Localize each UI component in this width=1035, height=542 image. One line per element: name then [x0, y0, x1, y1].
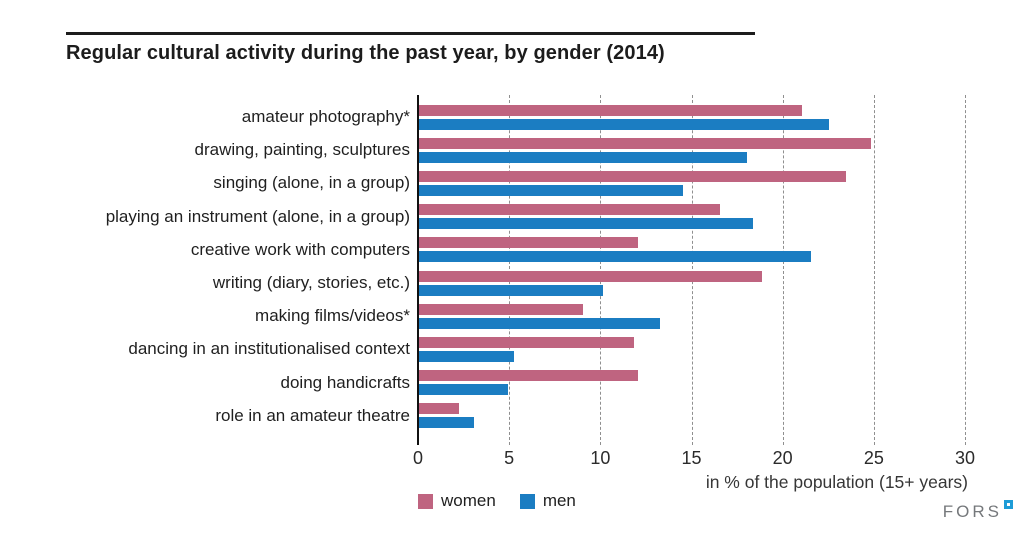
- bar-men: [419, 151, 748, 163]
- bar-women: [419, 403, 460, 415]
- bar-women: [419, 336, 635, 348]
- bar-women: [419, 137, 872, 149]
- category-label: amateur photography*: [241, 106, 410, 126]
- category-labels: amateur photography* drawing, painting, s…: [55, 0, 410, 542]
- x-tick-label-20: 20: [772, 448, 793, 468]
- x-axis-label: in % of the population (15+ years): [705, 472, 968, 492]
- bar-women: [419, 170, 846, 182]
- legend-swatch-women: [418, 493, 433, 509]
- category-label: playing an instrument (alone, in a group…: [105, 206, 410, 226]
- x-axis-ticks: 0 5 10 15 20 25 30: [0, 448, 1035, 470]
- gridline-30: [965, 95, 966, 445]
- category-label: writing (diary, stories, etc.): [212, 272, 410, 292]
- bar-women: [419, 204, 720, 216]
- gridline-15: [691, 95, 693, 445]
- x-tick-label-25: 25: [863, 448, 884, 468]
- bar-men: [419, 251, 812, 263]
- bar-women: [419, 303, 584, 315]
- bar-women: [419, 370, 638, 382]
- title-rule: [66, 32, 755, 35]
- bar-men: [419, 118, 830, 130]
- bar-women: [419, 104, 802, 116]
- bar-women: [419, 270, 762, 282]
- bar-men: [419, 384, 509, 396]
- gridline-25: [873, 95, 875, 445]
- legend-swatch-men: [519, 493, 535, 509]
- category-label: singing (alone, in a group): [213, 173, 410, 193]
- bar-men: [419, 184, 684, 196]
- bar-women: [419, 237, 638, 249]
- x-tick-label-15: 15: [681, 448, 702, 468]
- category-label: creative work with computers: [190, 239, 410, 259]
- legend-label-men: men: [542, 491, 576, 510]
- x-tick-label-0: 0: [412, 448, 424, 468]
- category-label: drawing, painting, sculptures: [194, 140, 410, 160]
- x-tick-label-5: 5: [504, 448, 515, 468]
- bar-men: [419, 417, 474, 429]
- category-label: doing handicrafts: [280, 372, 410, 392]
- legend: women men: [418, 491, 576, 511]
- y-axis-line: [417, 95, 419, 445]
- gridline-10: [600, 95, 602, 445]
- category-label: role in an amateur theatre: [215, 405, 410, 425]
- bar-men: [419, 317, 660, 329]
- gridline-20: [782, 95, 784, 445]
- fors-logo-mark: [1004, 500, 1013, 509]
- fors-logo: FORS: [942, 500, 1013, 521]
- legend-label-women: women: [441, 491, 496, 510]
- category-label: making films/videos*: [255, 306, 410, 326]
- gridline-5: [509, 95, 511, 445]
- plot-area: [419, 95, 989, 445]
- fors-logo-text: FORS: [942, 502, 1002, 521]
- bar-men: [419, 284, 604, 296]
- x-tick-label-30: 30: [954, 448, 976, 468]
- bar-men: [419, 350, 514, 362]
- chart-title: Regular cultural activity during the pas…: [66, 42, 665, 64]
- bar-men: [419, 218, 753, 230]
- x-tick-label-10: 10: [590, 448, 611, 468]
- category-label: dancing in an institutionalised context: [128, 339, 410, 359]
